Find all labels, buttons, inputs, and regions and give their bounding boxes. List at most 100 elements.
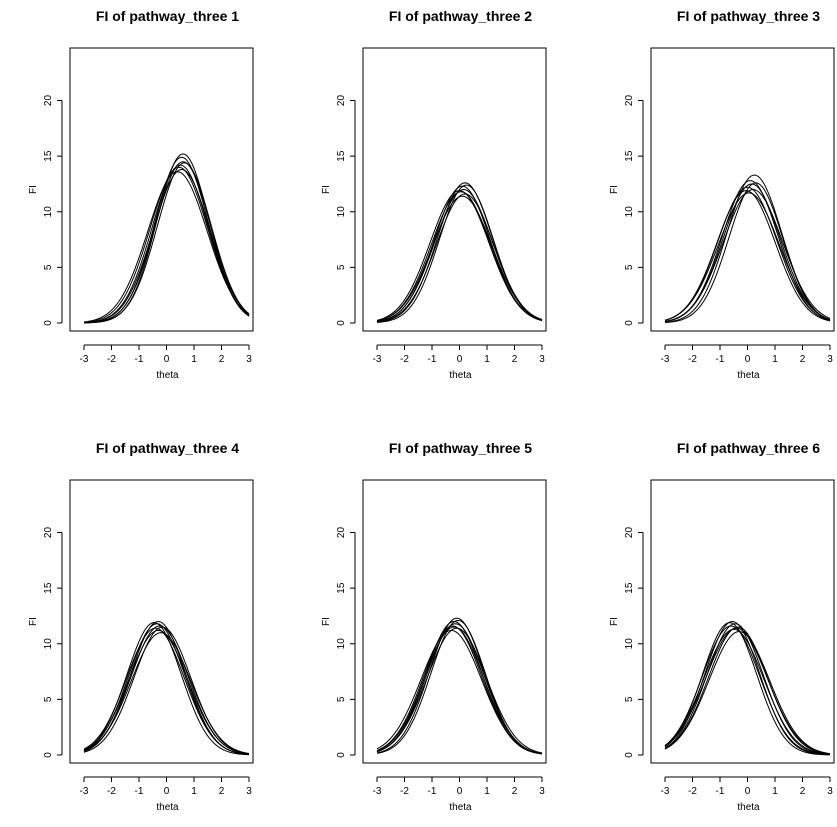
x-tick-label: -3 (661, 786, 670, 797)
x-tick-label: 2 (800, 786, 806, 797)
x-tick-label: -2 (400, 354, 409, 365)
y-axis-label: FI (609, 185, 620, 194)
plot-frame (650, 479, 835, 764)
x-tick-label: 0 (457, 786, 463, 797)
x-tick-label: -3 (373, 354, 382, 365)
fi-curve (376, 629, 543, 755)
x-tick-label: 2 (800, 354, 806, 365)
plot-frame (650, 47, 835, 332)
chart-title: FI of pathway_three 1 (96, 8, 239, 24)
fi-curve (376, 619, 543, 755)
fi-curve (83, 622, 250, 756)
y-tick-label: 15 (624, 150, 635, 162)
x-tick-label: 3 (246, 354, 252, 365)
y-axis-label: FI (609, 617, 620, 626)
fi-curve (83, 626, 250, 755)
fi-curve (376, 185, 543, 323)
y-tick-label: 0 (43, 320, 54, 326)
fi-curve (664, 625, 831, 756)
y-tick-label: 20 (336, 95, 347, 107)
y-tick-label: 10 (43, 206, 54, 218)
y-tick-label: 20 (624, 95, 635, 107)
fi-curve (664, 626, 831, 755)
fi-curve (83, 625, 250, 755)
plot-frame (69, 47, 254, 332)
x-tick-label: 2 (219, 786, 225, 797)
chart-panel-1: FI of pathway_three 1 -3 -2 -1 0 1 2 3 theta 0 5 10… (28, 8, 254, 381)
y-tick-label: 10 (336, 638, 347, 650)
x-tick-label: -3 (373, 786, 382, 797)
x-tick-label: 3 (827, 354, 833, 365)
fi-curve (664, 182, 831, 324)
y-tick-label: 15 (43, 582, 54, 594)
y-tick-label: 5 (336, 696, 347, 702)
x-tick-label: -1 (428, 354, 437, 365)
x-tick-label: 3 (539, 786, 545, 797)
y-tick-label: 20 (336, 527, 347, 539)
x-tick-label: 1 (772, 354, 778, 365)
fi-curve (664, 183, 831, 323)
plot-frame (69, 479, 254, 764)
fi-curve (664, 628, 831, 755)
x-tick-label: 0 (745, 354, 751, 365)
fi-curve (664, 631, 831, 755)
x-tick-label: 0 (745, 786, 751, 797)
fi-curve (664, 623, 831, 756)
x-tick-label: -1 (428, 786, 437, 797)
x-tick-label: -2 (688, 786, 697, 797)
y-axis-label: FI (321, 617, 332, 626)
chart-title: FI of pathway_three 4 (96, 440, 239, 456)
fi-curve (376, 623, 543, 755)
x-tick-label: -3 (80, 354, 89, 365)
fi-curve (376, 626, 543, 755)
x-axis-label: theta (156, 802, 179, 813)
x-tick-label: 1 (191, 354, 197, 365)
fi-curve (376, 191, 543, 322)
x-tick-label: -3 (661, 354, 670, 365)
fi-curve (83, 171, 250, 323)
x-tick-label: 2 (219, 354, 225, 365)
x-axis-label: theta (449, 370, 472, 381)
fi-curve (83, 623, 250, 755)
chart-title: FI of pathway_three 6 (677, 440, 820, 456)
chart-title: FI of pathway_three 5 (389, 440, 532, 456)
fi-curve (83, 632, 250, 754)
x-tick-label: 1 (191, 786, 197, 797)
y-tick-label: 10 (336, 206, 347, 218)
fi-curve (376, 617, 543, 755)
chart-title: FI of pathway_three 3 (677, 8, 820, 24)
x-tick-label: 1 (484, 354, 490, 365)
x-tick-label: 3 (827, 786, 833, 797)
x-tick-label: -1 (716, 354, 725, 365)
fi-curve (376, 627, 543, 754)
fi-curve (664, 192, 831, 321)
chart-panel-5: FI of pathway_three 5 -3 -2 -1 0 1 2 3 theta 0 5 10… (321, 440, 547, 813)
x-axis-label: theta (156, 370, 179, 381)
x-tick-label: 1 (772, 786, 778, 797)
x-tick-label: -2 (107, 354, 116, 365)
x-tick-label: 1 (484, 786, 490, 797)
fi-curve (376, 182, 543, 323)
y-tick-label: 0 (336, 752, 347, 758)
x-axis-label: theta (737, 802, 760, 813)
y-tick-label: 20 (624, 527, 635, 539)
chart-panel-2: FI of pathway_three 2 -3 -2 -1 0 1 2 3 theta 0 5 10… (321, 8, 547, 381)
chart-panel-3: FI of pathway_three 3 -3 -2 -1 0 1 2 3 theta 0 5 10… (609, 8, 835, 381)
fi-curve (664, 622, 831, 756)
y-tick-label: 5 (43, 264, 54, 270)
y-tick-label: 20 (43, 527, 54, 539)
fi-curve (664, 627, 831, 755)
y-axis-label: FI (28, 185, 39, 194)
y-tick-label: 10 (43, 638, 54, 650)
fi-curve (376, 625, 543, 755)
y-axis-label: FI (321, 185, 332, 194)
y-tick-label: 0 (624, 752, 635, 758)
x-tick-label: 3 (246, 786, 252, 797)
fi-curve (664, 188, 831, 322)
y-tick-label: 20 (43, 95, 54, 107)
x-tick-label: 2 (512, 354, 518, 365)
fi-curve (83, 627, 250, 755)
fi-curve (376, 184, 543, 323)
fi-curve (83, 629, 250, 755)
